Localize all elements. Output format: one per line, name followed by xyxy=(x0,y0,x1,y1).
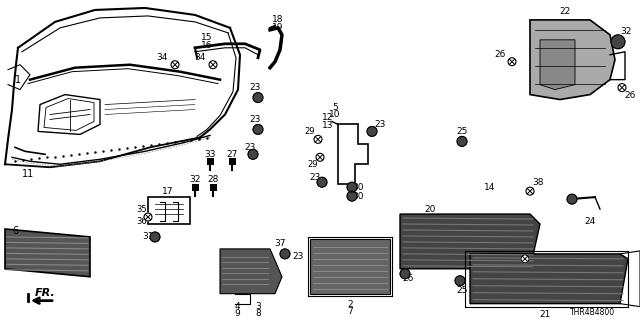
Text: 23: 23 xyxy=(309,173,321,182)
Circle shape xyxy=(347,182,357,192)
Text: 7: 7 xyxy=(347,307,353,316)
Text: 11: 11 xyxy=(22,169,34,179)
Text: 31: 31 xyxy=(142,232,154,242)
Text: 9: 9 xyxy=(234,309,240,318)
Text: 30: 30 xyxy=(352,183,364,192)
Text: 15: 15 xyxy=(201,33,212,42)
Polygon shape xyxy=(530,20,615,100)
Circle shape xyxy=(314,135,322,143)
Circle shape xyxy=(316,153,324,161)
Text: 28: 28 xyxy=(207,175,219,184)
Text: 25: 25 xyxy=(456,127,468,136)
Text: THR4B4800: THR4B4800 xyxy=(570,308,615,317)
Circle shape xyxy=(347,191,357,201)
Polygon shape xyxy=(310,239,390,294)
Text: 23: 23 xyxy=(250,83,260,92)
Circle shape xyxy=(144,213,152,221)
Text: 12: 12 xyxy=(323,113,333,122)
Text: 3: 3 xyxy=(255,302,261,311)
Circle shape xyxy=(567,194,577,204)
Text: 23: 23 xyxy=(374,120,386,129)
Text: 14: 14 xyxy=(484,183,496,192)
Text: 8: 8 xyxy=(255,309,261,318)
Text: 38: 38 xyxy=(532,178,544,187)
Text: 18: 18 xyxy=(272,15,284,24)
Text: 22: 22 xyxy=(559,7,571,16)
Circle shape xyxy=(209,61,217,69)
Text: 27: 27 xyxy=(227,150,237,159)
Text: 32: 32 xyxy=(620,27,632,36)
Text: 23: 23 xyxy=(250,115,260,124)
Text: 26: 26 xyxy=(403,274,413,283)
Circle shape xyxy=(253,124,263,134)
Circle shape xyxy=(171,61,179,69)
Text: 4: 4 xyxy=(234,302,240,311)
Circle shape xyxy=(367,126,377,136)
Circle shape xyxy=(508,58,516,66)
Circle shape xyxy=(455,276,465,286)
Circle shape xyxy=(611,35,625,49)
Circle shape xyxy=(150,232,160,242)
Circle shape xyxy=(526,187,534,195)
Circle shape xyxy=(317,177,327,187)
Text: 17: 17 xyxy=(163,187,173,196)
Polygon shape xyxy=(540,40,575,90)
Text: 29: 29 xyxy=(308,160,318,169)
Text: 1: 1 xyxy=(15,75,21,85)
Text: 23: 23 xyxy=(244,143,256,152)
Polygon shape xyxy=(220,249,282,294)
Bar xyxy=(228,158,236,165)
Text: 33: 33 xyxy=(204,150,216,159)
Text: 26: 26 xyxy=(624,91,636,100)
Text: FR.: FR. xyxy=(35,288,56,298)
Text: 36: 36 xyxy=(136,217,147,226)
Polygon shape xyxy=(5,229,90,277)
Circle shape xyxy=(248,149,258,159)
Text: 13: 13 xyxy=(323,121,333,130)
Text: 5: 5 xyxy=(332,103,338,112)
Text: 25: 25 xyxy=(456,286,468,295)
Circle shape xyxy=(253,92,263,102)
Circle shape xyxy=(400,269,410,279)
Text: 10: 10 xyxy=(329,110,340,119)
Text: 30: 30 xyxy=(352,192,364,201)
Text: 23: 23 xyxy=(292,252,304,261)
Polygon shape xyxy=(400,214,540,269)
Circle shape xyxy=(457,136,467,146)
Text: 19: 19 xyxy=(272,23,284,32)
Text: 2: 2 xyxy=(347,300,353,309)
Bar xyxy=(207,158,214,165)
Circle shape xyxy=(280,249,290,259)
Text: 26: 26 xyxy=(494,50,506,59)
Polygon shape xyxy=(470,254,628,304)
Text: 6: 6 xyxy=(12,226,18,236)
Text: 32: 32 xyxy=(189,175,201,184)
Text: 20: 20 xyxy=(424,204,436,213)
Text: 24: 24 xyxy=(584,217,596,226)
Text: 37: 37 xyxy=(275,239,285,248)
Text: 34: 34 xyxy=(195,53,205,62)
Text: 21: 21 xyxy=(540,310,550,319)
Bar xyxy=(191,184,198,191)
Text: 16: 16 xyxy=(201,41,212,50)
Circle shape xyxy=(521,255,529,263)
Bar xyxy=(209,184,216,191)
Circle shape xyxy=(618,84,626,92)
Text: 29: 29 xyxy=(305,127,316,136)
Text: 35: 35 xyxy=(137,204,147,213)
Text: 34: 34 xyxy=(156,53,168,62)
